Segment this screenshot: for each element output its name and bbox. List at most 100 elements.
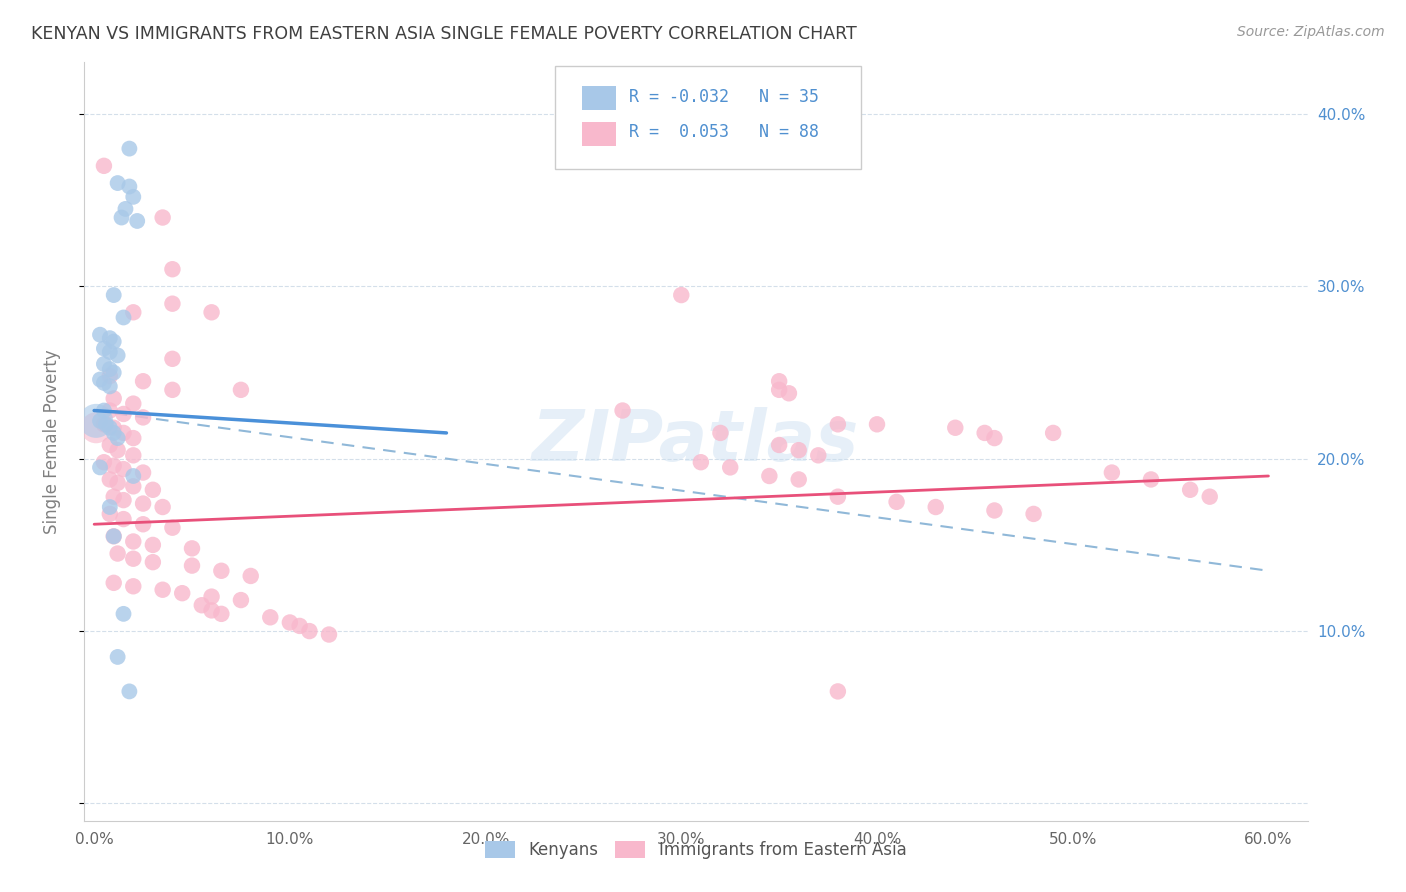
Point [107,547,129,561]
Point [172,586,194,600]
Point [122,469,145,483]
Point [122,190,145,204]
Point [229,593,252,607]
Point [112,607,135,621]
Point [132,497,155,511]
Point [94,417,117,432]
Point [152,211,174,225]
Point [943,421,966,435]
Point [768,383,790,397]
Point [973,425,995,440]
Point [107,443,129,458]
Point [114,202,136,216]
Point [122,479,145,493]
Point [132,374,155,388]
Point [142,538,165,552]
Point [152,582,174,597]
Point [98,507,121,521]
Text: Source: ZipAtlas.com: Source: ZipAtlas.com [1237,25,1385,39]
Point [93,357,115,371]
Point [89,327,111,342]
Point [181,558,204,573]
Point [886,495,908,509]
Point [103,421,125,435]
Point [778,386,800,401]
Point [93,376,115,390]
Point [122,448,145,462]
Point [209,564,232,578]
Text: R = -0.032   N = 35: R = -0.032 N = 35 [628,87,818,105]
Point [1198,490,1220,504]
Point [122,396,145,410]
Point [866,417,889,432]
Point [103,458,125,473]
Point [98,345,121,359]
Point [93,417,115,432]
Point [259,610,281,624]
Point [162,351,184,366]
Point [1140,473,1163,487]
Y-axis label: Single Female Poverty: Single Female Poverty [42,350,60,533]
Point [112,407,135,421]
Point [98,403,121,417]
Point [112,425,135,440]
Point [132,517,155,532]
Point [98,473,121,487]
Point [118,142,141,156]
Point [103,288,125,302]
Point [162,521,184,535]
Point [103,529,125,543]
Point [318,627,340,641]
Point [103,334,125,349]
Point [162,383,184,397]
Point [200,603,222,617]
Point [709,425,731,440]
Point [98,438,121,452]
Point [112,310,135,325]
Point [103,529,125,543]
Point [118,179,141,194]
Point [142,483,165,497]
Point [112,512,135,526]
Point [229,383,252,397]
Point [827,684,849,698]
Point [103,575,125,590]
Point [107,475,129,490]
Point [768,374,790,388]
Point [827,490,849,504]
Point [107,348,129,362]
Point [93,455,115,469]
Point [200,590,222,604]
Point [103,425,125,440]
Point [93,342,115,356]
Point [84,421,107,435]
Point [1042,425,1064,440]
Point [132,466,155,480]
Point [107,176,129,190]
Point [1022,507,1045,521]
FancyBboxPatch shape [582,121,616,145]
Point [768,438,790,452]
Point [103,392,125,406]
Point [142,555,165,569]
Point [162,262,184,277]
Legend: Kenyans, Immigrants from Eastern Asia: Kenyans, Immigrants from Eastern Asia [479,834,912,865]
Point [181,541,204,556]
Point [787,443,810,458]
Point [127,214,149,228]
Point [112,462,135,476]
Point [98,500,121,514]
Point [122,551,145,566]
Text: KENYAN VS IMMIGRANTS FROM EASTERN ASIA SINGLE FEMALE POVERTY CORRELATION CHART: KENYAN VS IMMIGRANTS FROM EASTERN ASIA S… [31,25,856,43]
Point [671,288,693,302]
Point [122,534,145,549]
Point [209,607,232,621]
Point [787,473,810,487]
Point [89,372,111,386]
Point [827,417,849,432]
Point [612,403,634,417]
Point [89,460,111,475]
Point [132,410,155,425]
Point [98,369,121,384]
Point [983,431,1005,445]
